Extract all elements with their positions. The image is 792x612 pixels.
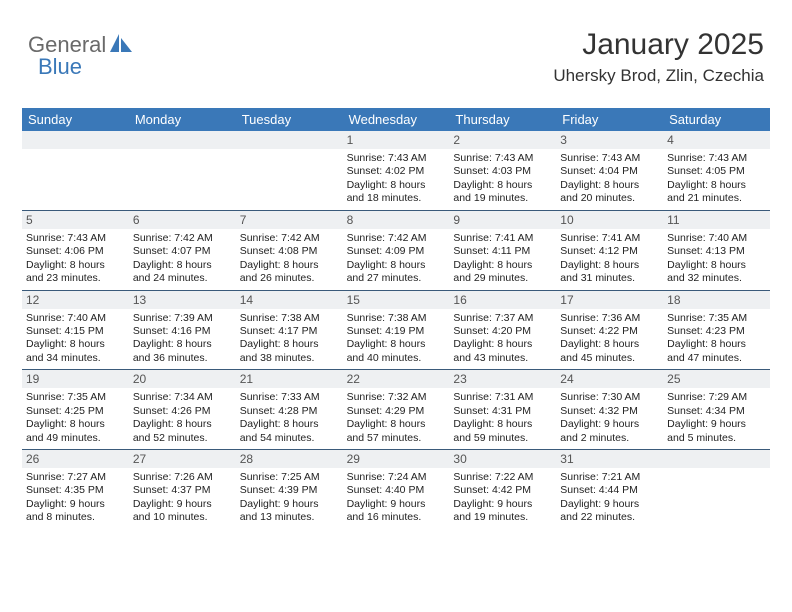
day-cell: Sunrise: 7:42 AMSunset: 4:07 PMDaylight:… (129, 229, 236, 290)
location-text: Uhersky Brod, Zlin, Czechia (553, 66, 764, 86)
day-header-sun: Sunday (22, 108, 129, 131)
day-cell: Sunrise: 7:41 AMSunset: 4:12 PMDaylight:… (556, 229, 663, 290)
day-header-tue: Tuesday (236, 108, 343, 131)
day-cell: Sunrise: 7:42 AMSunset: 4:09 PMDaylight:… (343, 229, 450, 290)
day-number-row: 1234 (22, 131, 770, 149)
day-cell: Sunrise: 7:25 AMSunset: 4:39 PMDaylight:… (236, 468, 343, 529)
day-cell: Sunrise: 7:39 AMSunset: 4:16 PMDaylight:… (129, 309, 236, 370)
day-number: 29 (343, 450, 450, 468)
week-row: Sunrise: 7:43 AMSunset: 4:06 PMDaylight:… (22, 229, 770, 290)
day-number (663, 450, 770, 468)
day-number: 12 (22, 291, 129, 309)
day-number: 5 (22, 211, 129, 229)
day-header-row: Sunday Monday Tuesday Wednesday Thursday… (22, 108, 770, 131)
day-number: 4 (663, 131, 770, 149)
day-number: 6 (129, 211, 236, 229)
day-number: 27 (129, 450, 236, 468)
day-cell: Sunrise: 7:21 AMSunset: 4:44 PMDaylight:… (556, 468, 663, 529)
day-cell: Sunrise: 7:35 AMSunset: 4:23 PMDaylight:… (663, 309, 770, 370)
day-cell: Sunrise: 7:43 AMSunset: 4:05 PMDaylight:… (663, 149, 770, 210)
day-cell: Sunrise: 7:35 AMSunset: 4:25 PMDaylight:… (22, 388, 129, 449)
day-cell: Sunrise: 7:22 AMSunset: 4:42 PMDaylight:… (449, 468, 556, 529)
week-row: Sunrise: 7:40 AMSunset: 4:15 PMDaylight:… (22, 309, 770, 370)
day-number: 28 (236, 450, 343, 468)
day-number: 25 (663, 370, 770, 388)
day-cell (236, 149, 343, 210)
day-cell: Sunrise: 7:37 AMSunset: 4:20 PMDaylight:… (449, 309, 556, 370)
day-cell (129, 149, 236, 210)
week-row: Sunrise: 7:43 AMSunset: 4:02 PMDaylight:… (22, 149, 770, 210)
day-number: 30 (449, 450, 556, 468)
week-row: Sunrise: 7:27 AMSunset: 4:35 PMDaylight:… (22, 468, 770, 529)
day-header-sat: Saturday (663, 108, 770, 131)
weeks-container: 1234Sunrise: 7:43 AMSunset: 4:02 PMDayli… (22, 131, 770, 529)
day-number: 23 (449, 370, 556, 388)
day-cell: Sunrise: 7:40 AMSunset: 4:15 PMDaylight:… (22, 309, 129, 370)
day-number: 19 (22, 370, 129, 388)
day-number: 21 (236, 370, 343, 388)
day-header-fri: Friday (556, 108, 663, 131)
day-cell (22, 149, 129, 210)
day-cell: Sunrise: 7:38 AMSunset: 4:17 PMDaylight:… (236, 309, 343, 370)
day-cell: Sunrise: 7:34 AMSunset: 4:26 PMDaylight:… (129, 388, 236, 449)
day-cell: Sunrise: 7:43 AMSunset: 4:03 PMDaylight:… (449, 149, 556, 210)
day-number (22, 131, 129, 149)
day-header-wed: Wednesday (343, 108, 450, 131)
day-number: 26 (22, 450, 129, 468)
day-number (236, 131, 343, 149)
day-number: 17 (556, 291, 663, 309)
day-cell (663, 468, 770, 529)
page-title: January 2025 (553, 28, 764, 62)
day-number: 13 (129, 291, 236, 309)
day-cell: Sunrise: 7:36 AMSunset: 4:22 PMDaylight:… (556, 309, 663, 370)
day-number (129, 131, 236, 149)
header-right: January 2025 Uhersky Brod, Zlin, Czechia (553, 28, 764, 86)
day-number: 22 (343, 370, 450, 388)
day-number: 2 (449, 131, 556, 149)
day-number: 7 (236, 211, 343, 229)
calendar: Sunday Monday Tuesday Wednesday Thursday… (22, 108, 770, 529)
week-row: Sunrise: 7:35 AMSunset: 4:25 PMDaylight:… (22, 388, 770, 449)
day-cell: Sunrise: 7:43 AMSunset: 4:02 PMDaylight:… (343, 149, 450, 210)
day-cell: Sunrise: 7:41 AMSunset: 4:11 PMDaylight:… (449, 229, 556, 290)
day-cell: Sunrise: 7:42 AMSunset: 4:08 PMDaylight:… (236, 229, 343, 290)
day-cell: Sunrise: 7:32 AMSunset: 4:29 PMDaylight:… (343, 388, 450, 449)
day-number-row: 19202122232425 (22, 369, 770, 388)
day-cell: Sunrise: 7:33 AMSunset: 4:28 PMDaylight:… (236, 388, 343, 449)
day-header-mon: Monday (129, 108, 236, 131)
day-number: 15 (343, 291, 450, 309)
sail-icon (108, 32, 134, 54)
day-number: 31 (556, 450, 663, 468)
day-cell: Sunrise: 7:29 AMSunset: 4:34 PMDaylight:… (663, 388, 770, 449)
day-number: 18 (663, 291, 770, 309)
day-number: 8 (343, 211, 450, 229)
day-cell: Sunrise: 7:38 AMSunset: 4:19 PMDaylight:… (343, 309, 450, 370)
day-number: 10 (556, 211, 663, 229)
day-cell: Sunrise: 7:43 AMSunset: 4:04 PMDaylight:… (556, 149, 663, 210)
day-number: 14 (236, 291, 343, 309)
day-number: 11 (663, 211, 770, 229)
day-number: 9 (449, 211, 556, 229)
day-cell: Sunrise: 7:26 AMSunset: 4:37 PMDaylight:… (129, 468, 236, 529)
day-cell: Sunrise: 7:24 AMSunset: 4:40 PMDaylight:… (343, 468, 450, 529)
day-number: 24 (556, 370, 663, 388)
brand-name-right: Blue (38, 54, 82, 80)
day-number-row: 567891011 (22, 210, 770, 229)
day-cell: Sunrise: 7:30 AMSunset: 4:32 PMDaylight:… (556, 388, 663, 449)
day-cell: Sunrise: 7:40 AMSunset: 4:13 PMDaylight:… (663, 229, 770, 290)
day-cell: Sunrise: 7:27 AMSunset: 4:35 PMDaylight:… (22, 468, 129, 529)
day-number: 16 (449, 291, 556, 309)
day-number-row: 262728293031 (22, 449, 770, 468)
day-number-row: 12131415161718 (22, 290, 770, 309)
day-cell: Sunrise: 7:43 AMSunset: 4:06 PMDaylight:… (22, 229, 129, 290)
day-cell: Sunrise: 7:31 AMSunset: 4:31 PMDaylight:… (449, 388, 556, 449)
day-number: 20 (129, 370, 236, 388)
day-number: 1 (343, 131, 450, 149)
day-number: 3 (556, 131, 663, 149)
day-header-thu: Thursday (449, 108, 556, 131)
